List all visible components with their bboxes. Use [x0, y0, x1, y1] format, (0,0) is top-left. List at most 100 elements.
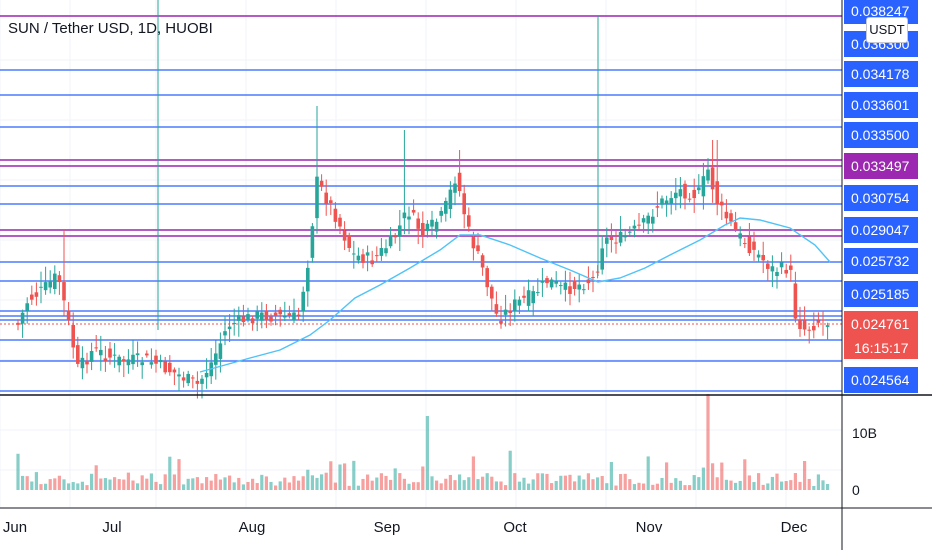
- candle-body: [246, 314, 250, 321]
- candle-body: [99, 349, 103, 356]
- volume-bar: [757, 473, 761, 490]
- volume-bar: [269, 481, 273, 490]
- candle-body: [131, 354, 135, 365]
- volume-bar: [30, 481, 34, 490]
- volume-bar: [214, 474, 218, 490]
- volume-bar: [494, 481, 498, 490]
- volume-bar: [651, 484, 655, 490]
- price-tag: [844, 185, 918, 211]
- candle-body: [66, 310, 71, 320]
- volume-axis: 10B 0: [852, 425, 877, 498]
- candle-body: [43, 282, 48, 291]
- volume-bar: [439, 483, 443, 490]
- candle-body: [807, 329, 811, 331]
- candle-body: [683, 183, 687, 199]
- candle-body: [821, 319, 825, 321]
- candle-body: [434, 221, 439, 232]
- candle-body: [53, 273, 57, 289]
- candle-body: [20, 312, 25, 324]
- volume-bar: [554, 480, 558, 490]
- volume-bar: [747, 475, 751, 490]
- candle-body: [227, 326, 232, 330]
- candle-body: [563, 282, 568, 290]
- price-tag-label: 0.029047: [851, 222, 910, 238]
- candle-body: [457, 172, 462, 192]
- volume-bar: [209, 480, 213, 490]
- candle-body: [370, 260, 374, 265]
- volume-bar: [637, 482, 641, 490]
- candle-body: [223, 331, 227, 336]
- candle-body: [789, 265, 793, 270]
- volume-bar: [803, 461, 807, 490]
- candle-body: [687, 198, 692, 200]
- candle-body: [361, 254, 365, 263]
- candle-body: [674, 192, 678, 199]
- candle-body: [80, 357, 85, 369]
- volume-bar: [379, 473, 383, 490]
- volume-bar: [467, 477, 471, 490]
- volume-bar: [724, 479, 728, 490]
- candle-body: [416, 218, 420, 229]
- candle-body: [329, 200, 333, 203]
- candle-body: [278, 309, 282, 315]
- candle-body: [30, 294, 34, 300]
- volume-bar: [743, 459, 747, 490]
- candle-body: [798, 320, 802, 329]
- candle-body: [710, 167, 715, 190]
- candle-body: [715, 181, 719, 205]
- currency-button[interactable]: USDT: [866, 17, 908, 43]
- candle-body: [605, 237, 609, 244]
- candle-body: [191, 377, 195, 379]
- candle-body: [678, 189, 683, 197]
- candle-body: [531, 291, 535, 304]
- price-tag-label: 0.030754: [851, 190, 910, 206]
- volume-bar: [766, 483, 770, 490]
- candle-body: [660, 198, 664, 205]
- candle-body: [701, 176, 706, 197]
- time-axis-label: Sep: [374, 519, 401, 536]
- candle-body: [292, 312, 296, 321]
- volume-bar: [283, 477, 287, 490]
- candle-body: [425, 223, 430, 232]
- candle-body: [172, 369, 177, 373]
- candle-body: [471, 236, 476, 249]
- volume-bar: [361, 478, 365, 490]
- candle-body: [333, 208, 338, 222]
- volume-bar: [646, 456, 650, 490]
- volume-bar: [329, 461, 333, 490]
- candle-body: [706, 169, 710, 181]
- volume-bar: [715, 477, 719, 490]
- candle-body: [779, 262, 784, 268]
- volume-bar: [402, 478, 406, 490]
- candle-body: [103, 358, 108, 361]
- candle-body: [549, 279, 554, 288]
- volume-bar: [122, 479, 126, 490]
- volume-bar: [145, 478, 149, 490]
- volume-bar: [218, 479, 222, 490]
- candle-body: [444, 200, 448, 214]
- volume-bar: [186, 478, 190, 490]
- candle-body: [89, 351, 94, 362]
- candle-body: [641, 218, 646, 223]
- candle-body: [651, 216, 655, 224]
- candle-body: [430, 219, 434, 227]
- volume-bar: [711, 463, 715, 490]
- volume-bar: [499, 481, 503, 490]
- candle-body: [108, 348, 112, 358]
- volume-bar: [706, 394, 710, 490]
- volume-bar: [352, 460, 356, 490]
- volume-bar: [108, 479, 112, 490]
- volume-bar: [775, 473, 779, 490]
- candle-body: [766, 263, 770, 269]
- volume-bar: [793, 473, 797, 490]
- volume-bar: [692, 475, 696, 490]
- price-tag-label: 0.024761: [851, 316, 910, 332]
- candle-body: [729, 213, 733, 222]
- volume-bar: [812, 485, 816, 490]
- volume-bar: [246, 481, 250, 490]
- candle-body: [158, 359, 163, 363]
- candle-body: [536, 292, 540, 294]
- volume-bar: [425, 416, 429, 490]
- candle-body: [384, 248, 388, 254]
